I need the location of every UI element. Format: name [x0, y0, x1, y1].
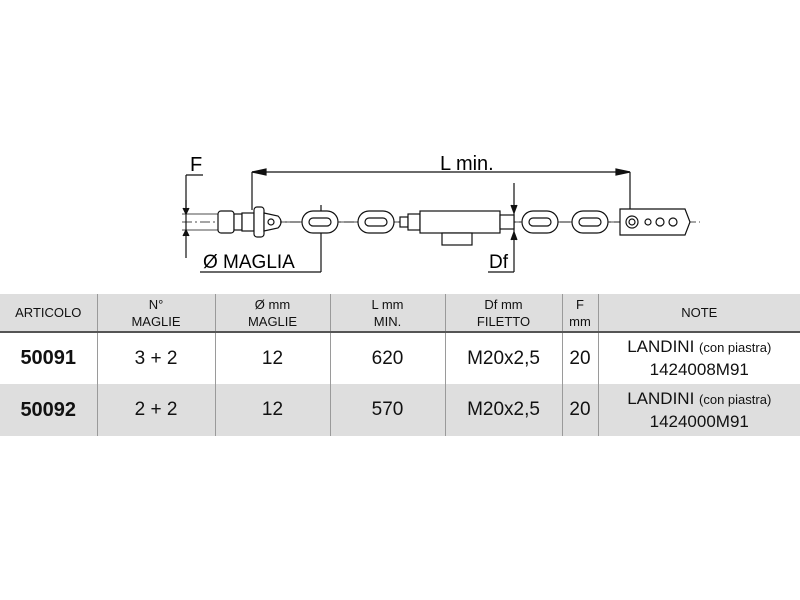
cell-maglie: 2 + 2 [96, 384, 215, 436]
header-l-min: L mm MIN. [329, 294, 445, 333]
cell-diametro: 12 [214, 384, 330, 436]
diameter-label: Ø MAGLIA [203, 252, 295, 273]
table-row: 50091 3 + 2 12 620 M20x2,5 20 LANDINI (c… [0, 332, 800, 384]
cell-l-min: 570 [329, 384, 445, 436]
header-note: NOTE [597, 294, 800, 333]
cell-articolo: 50092 [20, 398, 77, 421]
f-label: F [190, 154, 202, 176]
header-maglie: N° MAGLIE [96, 294, 215, 333]
cell-diametro: 12 [214, 332, 330, 384]
cell-f: 20 [561, 384, 598, 436]
header-diametro: Ø mm MAGLIE [214, 294, 330, 333]
table-row: 50092 2 + 2 12 570 M20x2,5 20 LANDINI (c… [0, 384, 800, 436]
l-min-label: L min. [440, 153, 494, 175]
stabilizer-chain-drawing: F L min. Ø MAGLIA Df [182, 153, 700, 273]
header-filetto: Df mm FILETTO [444, 294, 562, 333]
specs-table: ARTICOLO N° MAGLIE Ø mm MAGLIE L mm MIN. Df… [0, 294, 800, 436]
cell-articolo: 50091 [20, 347, 77, 369]
cell-maglie: 3 + 2 [96, 332, 215, 384]
cell-note: LANDINI (con piastra) 1424008M91 [597, 332, 800, 384]
df-label: Df [489, 252, 509, 273]
cell-f: 20 [561, 332, 598, 384]
cell-filetto: M20x2,5 [444, 384, 562, 436]
header-articolo: ARTICOLO [0, 294, 97, 333]
cell-filetto: M20x2,5 [444, 332, 562, 384]
cell-note: LANDINI (con piastra) 1424000M91 [597, 384, 800, 436]
table-header-row: ARTICOLO N° MAGLIE Ø mm MAGLIE L mm MIN. Df… [0, 294, 800, 333]
cell-l-min: 620 [329, 332, 445, 384]
